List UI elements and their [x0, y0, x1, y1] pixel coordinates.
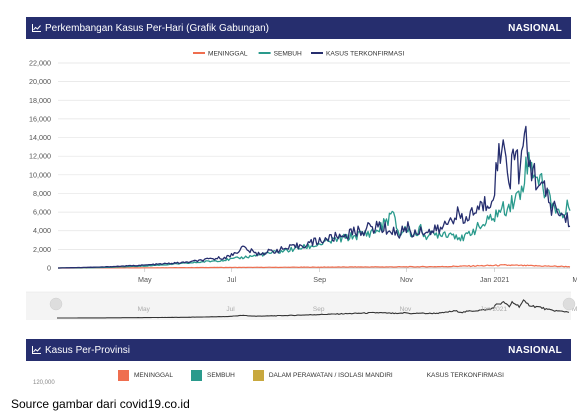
legend-label: MENINGGAL — [208, 51, 248, 58]
chart-header-title-wrap: Perkembangan Kasus Per-Hari (Grafik Gabu… — [32, 23, 269, 34]
legend2-swatch — [118, 370, 129, 381]
province-header-title-wrap: Kasus Per-Provinsi — [32, 345, 130, 356]
legend2-label: DALAM PERAWATAN / ISOLASI MANDIRI — [268, 372, 393, 379]
navigator-tick-label: Jul — [226, 306, 235, 313]
y-tick-label: 12,000 — [29, 152, 51, 161]
navigator-tick-label: Jan 2021 — [480, 306, 507, 313]
legend-item-sembuh[interactable]: SEMBUH — [258, 51, 302, 58]
y-tick-label: 8,000 — [33, 189, 51, 198]
nasional-label[interactable]: NASIONAL — [508, 22, 562, 34]
legend-item-meninggal[interactable]: MENINGGAL — [193, 51, 248, 58]
x-tick-label: Jul — [227, 275, 237, 284]
legend-label: KASUS TERKONFIRMASI — [326, 51, 404, 58]
legend-item-kasus-terkonfirmasi[interactable]: KASUS TERKONFIRMASI — [311, 51, 404, 58]
legend2-item-sembuh[interactable]: SEMBUH — [191, 370, 235, 381]
y-tick-label: 0 — [47, 264, 51, 273]
navigator-tick-label: Mar — [572, 306, 577, 313]
legend2-item-kasus-terkonfirmasi[interactable]: KASUS TERKONFIRMASI — [411, 370, 504, 381]
nasional-label-2[interactable]: NASIONAL — [508, 344, 562, 356]
series-line-meninggal — [58, 264, 571, 269]
province-header-title: Kasus Per-Provinsi — [45, 344, 131, 356]
y-tick-label: 18,000 — [29, 96, 51, 105]
legend2-label: SEMBUH — [207, 372, 235, 379]
line-chart-icon — [32, 346, 41, 354]
cutoff-axis-label: 120,000 — [33, 380, 55, 386]
y-tick-label: 20,000 — [29, 77, 51, 86]
y-tick-label: 4,000 — [33, 226, 51, 235]
line-chart-icon — [32, 24, 41, 32]
legend-label: SEMBUH — [274, 51, 302, 58]
province-header: Kasus Per-Provinsi NASIONAL — [26, 339, 571, 361]
series-line-sembuh — [58, 151, 571, 269]
navigator-series-line — [57, 299, 570, 319]
legend2-swatch — [252, 370, 264, 381]
navigator-tick-label: Sep — [313, 306, 325, 313]
series-line-kasus-terkonfirmasi — [58, 125, 571, 269]
legend2-item-meninggal[interactable]: MENINGGAL — [118, 370, 173, 381]
chart-header: Perkembangan Kasus Per-Hari (Grafik Gabu… — [26, 17, 571, 39]
daily-cases-chart: 0 2,000 4,000 6,000 8,000 10,000 12,000 14,000 1… — [26, 51, 577, 320]
y-tick-label: 14,000 — [29, 133, 51, 142]
y-tick-label: 16,000 — [29, 114, 51, 123]
province-legend: MENINGGAL SEMBUH DALAM PERAWATAN / ISOLA… — [118, 370, 504, 381]
legend2-item-dalam-perawatan[interactable]: DALAM PERAWATAN / ISOLASI MANDIRI — [252, 370, 393, 381]
x-tick-label: May — [138, 275, 152, 284]
legend2-swatch — [411, 370, 422, 381]
x-tick-label: Jan 2021 — [480, 275, 510, 284]
navigator-handle-right[interactable] — [562, 297, 576, 311]
x-tick-label: Mar — [572, 275, 577, 284]
navigator-tick-label: Nov — [400, 306, 412, 313]
y-tick-label: 6,000 — [33, 208, 51, 217]
legend2-swatch — [191, 370, 203, 381]
navigator-tick-label: May — [138, 306, 151, 313]
legend2-label: KASUS TERKONFIRMASI — [426, 372, 504, 379]
y-tick-label: 10,000 — [29, 170, 51, 179]
chart-header-title: Perkembangan Kasus Per-Hari (Grafik Gabu… — [45, 22, 269, 34]
navigator-handle-left[interactable] — [49, 297, 63, 311]
legend2-label: MENINGGAL — [134, 372, 174, 379]
x-tick-label: Sep — [313, 275, 326, 284]
y-tick-label: 22,000 — [29, 59, 51, 68]
source-caption: Source gambar dari covid19.co.id — [11, 397, 190, 411]
y-tick-label: 2,000 — [33, 245, 51, 254]
x-tick-label: Nov — [400, 275, 413, 284]
